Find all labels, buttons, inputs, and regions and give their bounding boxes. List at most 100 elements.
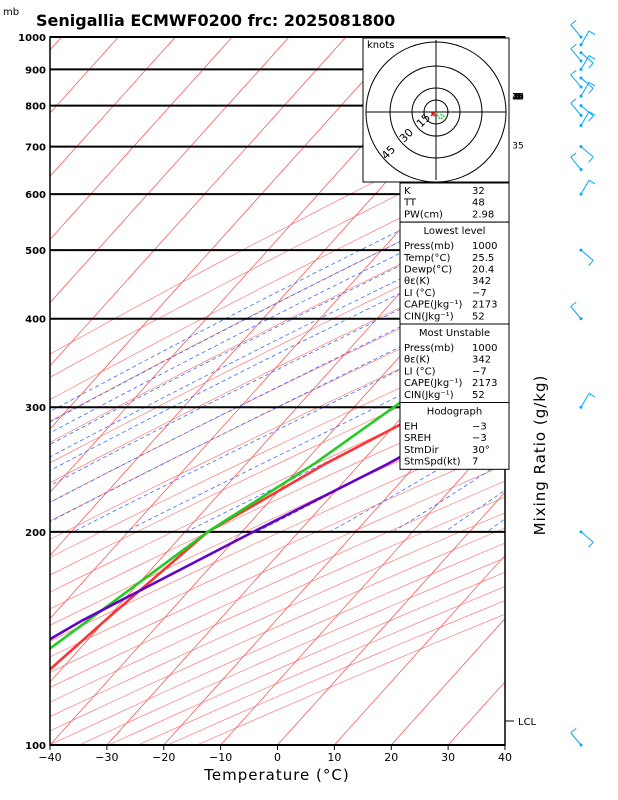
isotherm <box>390 618 505 745</box>
mixing-ratio-label: 4 <box>515 93 521 103</box>
pressure-tick-label: 400 <box>25 315 46 326</box>
most-unstable-label: CAPE(Jkg⁻¹) <box>404 378 462 389</box>
wind-barb-feather <box>588 541 594 548</box>
x-axis-label: Temperature (°C) <box>203 766 349 784</box>
moist-adiabat <box>50 227 505 458</box>
chart-title: Senigallia ECMWF0200 frc: 2025081800 <box>36 11 395 30</box>
hodograph-trace <box>435 111 446 120</box>
mixing-ratio-label: 8 <box>515 93 521 103</box>
x-tick-label: 40 <box>498 751 512 764</box>
indices-label: TT <box>403 198 417 209</box>
most-unstable-label: θε(K) <box>404 355 430 366</box>
indices-label: PW(cm) <box>404 209 443 220</box>
storm-motion-marker <box>430 111 436 117</box>
most-unstable-value: 342 <box>472 355 491 366</box>
mixing-ratio-label: 10 <box>512 93 524 103</box>
wind-barb-feather <box>588 115 594 122</box>
wind-barb-feather <box>570 152 577 158</box>
indices-value: 48 <box>472 198 485 209</box>
most-unstable-label: CIN(Jkg⁻¹) <box>404 390 454 401</box>
right-axis-label: Mixing Ratio (g/kg) <box>531 375 549 536</box>
wind-barb-feather <box>588 55 596 60</box>
dry-adiabat <box>50 395 505 610</box>
moist-adiabat <box>50 242 505 472</box>
hodograph-params-value: −3 <box>472 422 487 433</box>
isotherm <box>50 37 119 114</box>
wind-barb-feather <box>588 156 594 163</box>
dewpoint-profile <box>50 323 505 651</box>
wind-barb-feather <box>588 111 596 116</box>
wind-barb-shaft <box>580 30 590 46</box>
wind-barb-shaft <box>580 82 590 97</box>
isotherm <box>50 175 505 683</box>
lowest-level-label: CAPE(Jkg⁻¹) <box>404 300 462 311</box>
wind-barb-shaft <box>570 74 582 88</box>
dry-adiabat <box>50 358 505 576</box>
wind-barb-shaft <box>580 105 594 117</box>
lowest-level-label: Press(mb) <box>404 241 454 252</box>
wind-barb-shaft <box>580 77 594 89</box>
wind-barb-shaft <box>570 306 582 320</box>
wind-barb-feather <box>570 20 577 26</box>
isotherm <box>50 238 505 745</box>
x-tick-label: 20 <box>384 751 398 764</box>
dry-adiabat <box>50 299 505 522</box>
hodograph-params-label: StmDir <box>404 445 439 456</box>
wind-barb-feather <box>570 728 577 734</box>
hodograph-params-label: EH <box>404 422 418 433</box>
dry-adiabat <box>50 447 505 658</box>
mixing-ratio-label: 35 <box>512 142 523 152</box>
isotherm <box>276 491 505 745</box>
unit-label: mb <box>3 7 19 18</box>
lowest-level-value: 342 <box>472 276 491 287</box>
mixing-ratio-label: 14 <box>512 93 524 103</box>
pressure-tick-label: 300 <box>25 403 46 414</box>
lowest-level-label: Temp(°C) <box>403 253 451 264</box>
hodograph-params-header: Hodograph <box>427 407 482 418</box>
lowest-level-label: CIN(Jkg⁻¹) <box>404 311 454 322</box>
most-unstable-header: Most Unstable <box>419 328 490 339</box>
isotherm <box>605 22 618 761</box>
most-unstable-label: LI (°C) <box>404 366 436 377</box>
lowest-level-value: 25.5 <box>472 253 494 264</box>
x-tick-label: 10 <box>327 751 341 764</box>
most-unstable-box <box>399 323 510 403</box>
pressure-tick-label: 1000 <box>18 33 46 44</box>
dry-adiabat <box>50 115 505 355</box>
most-unstable-label: Press(mb) <box>404 343 454 354</box>
moist-adiabat <box>50 295 505 523</box>
x-tick-label: −40 <box>38 751 61 764</box>
wind-barb-feather <box>570 301 577 307</box>
pressure-tick-label: 900 <box>25 65 46 76</box>
x-tick-label: −10 <box>209 751 232 764</box>
hodograph-params-label: SREH <box>404 433 431 444</box>
wind-barb-feather <box>588 62 594 69</box>
pressure-tick-labels: 1000 900 800 700 600 500 400 300 200 100 <box>18 33 46 752</box>
isotherm <box>548 22 618 761</box>
indices-value: 2.98 <box>472 209 494 220</box>
isotherm <box>0 22 18 761</box>
isotherm <box>50 37 347 367</box>
moist-adiabat <box>50 257 505 486</box>
hodograph-params-value: 7 <box>472 457 478 468</box>
wind-barb-feather <box>570 69 577 76</box>
moist-adiabat <box>50 214 505 445</box>
mixing-ratio-label: 16 <box>512 93 524 103</box>
dry-adiabat <box>50 279 505 503</box>
lowest-level-value: 20.4 <box>472 265 494 276</box>
moist-adiabat <box>73 317 505 533</box>
parcel-profile <box>50 397 505 641</box>
mixing-ratio-label: 30 <box>512 93 524 103</box>
isotherm <box>50 37 233 241</box>
wind-barb-shaft <box>580 179 590 195</box>
most-unstable-value: 2173 <box>472 378 497 389</box>
mixing-ratio-label: 6 <box>515 93 521 103</box>
hodograph-params-box <box>399 402 510 470</box>
most-unstable-value: 1000 <box>472 343 497 354</box>
temperature-tick-labels: −40 −30 −20 −10 0 10 20 30 40 <box>38 745 512 764</box>
mixing-ratio-label: 25 <box>512 93 523 103</box>
mixing-ratio-label: 40 <box>512 93 524 103</box>
lowest-level-value: −7 <box>472 288 487 299</box>
isotherm <box>50 37 176 177</box>
